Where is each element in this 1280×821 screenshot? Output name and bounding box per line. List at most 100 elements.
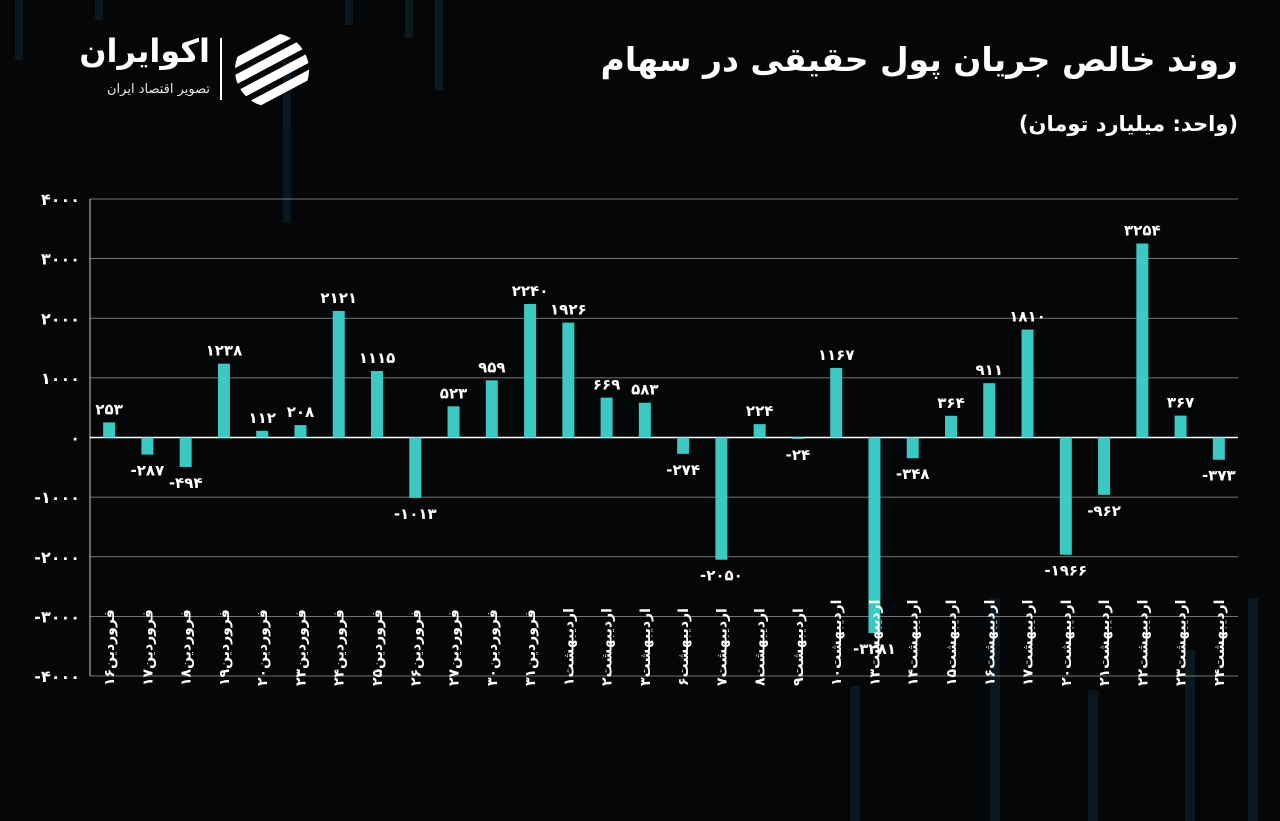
x-tick-label: اردیبهشت۱۳ — [867, 600, 883, 686]
bar — [791, 437, 804, 439]
x-tick-label: اردیبهشت۲ — [600, 608, 616, 686]
deco-candle — [435, 0, 443, 90]
y-tick-label: ۴۰۰۰ — [41, 190, 80, 209]
data-label: ۳۲۵۴ — [1124, 221, 1161, 239]
data-label: ۲۲۴ — [746, 402, 773, 420]
x-tick-label: اردیبهشت۱۵ — [944, 600, 960, 686]
bar — [753, 424, 766, 438]
bar — [562, 322, 575, 438]
data-label: ۱۸۱۰ — [1009, 308, 1046, 326]
deco-candle — [405, 0, 413, 38]
x-tick-label: فروردین۱۶ — [102, 609, 118, 686]
x-tick-label: فروردین۱۷ — [140, 609, 156, 686]
x-tick-label: اردیبهشت۶ — [676, 608, 692, 686]
x-tick-label: اردیبهشت۹ — [791, 608, 807, 686]
y-tick-label: ۳۰۰۰ — [41, 250, 80, 269]
bar — [1212, 437, 1225, 460]
x-tick-label: اردیبهشت۲۱ — [1097, 600, 1113, 686]
deco-candle — [1088, 690, 1098, 821]
data-label: -۱۹۶۶ — [1044, 562, 1087, 580]
x-tick-label: فروردین۲۵ — [370, 609, 386, 686]
deco-candle — [1248, 598, 1258, 821]
bar — [103, 422, 116, 438]
bar — [1136, 243, 1149, 438]
x-tick-label: اردیبهشت۲۳ — [1174, 600, 1190, 686]
x-tick-label: فروردین۲۳ — [293, 609, 309, 686]
data-label: ۹۱۱ — [976, 361, 1003, 379]
brand-divider — [220, 38, 222, 100]
bar — [409, 437, 422, 498]
x-tick-label: فروردین۲۶ — [408, 609, 424, 686]
data-label: -۳۴۸ — [896, 465, 930, 483]
bar — [1059, 437, 1072, 555]
bar — [447, 406, 460, 438]
bar — [638, 402, 651, 438]
data-label: ۳۶۷ — [1167, 394, 1194, 412]
bar — [217, 363, 230, 438]
x-tick-label: اردیبهشت۲۲ — [1135, 600, 1151, 686]
x-tick-label: اردیبهشت۲۴ — [1212, 600, 1228, 686]
data-label: ۶۶۹ — [593, 376, 620, 394]
data-label: -۱۰۱۳ — [394, 505, 437, 523]
x-tick-label: اردیبهشت۲۰ — [1059, 600, 1075, 686]
brand-header: اکوایران تصویر اقتصاد ایران — [50, 32, 320, 112]
x-tick-label: اردیبهشت۱۴ — [906, 600, 922, 686]
bar — [945, 415, 957, 438]
bar — [868, 437, 881, 634]
x-tick-label: اردیبهشت۱۰ — [829, 600, 845, 686]
deco-candle — [850, 686, 860, 821]
data-label: ۱۹۲۶ — [550, 301, 587, 319]
bar — [256, 430, 269, 438]
bar — [906, 437, 919, 459]
bar — [1174, 415, 1187, 438]
deco-candle — [15, 0, 23, 60]
bar — [1098, 437, 1111, 495]
x-tick-label: اردیبهشت۳ — [638, 608, 654, 686]
data-label: ۲۱۲۱ — [320, 289, 357, 307]
data-label: ۱۱۱۵ — [359, 349, 396, 367]
y-tick-label: -۲۰۰۰ — [34, 548, 80, 567]
data-label: -۲۴ — [786, 446, 811, 464]
data-label: -۳۲۸۱ — [853, 640, 896, 658]
bar — [1021, 329, 1034, 438]
data-label: ۲۰۸ — [287, 403, 314, 421]
bar — [371, 371, 383, 438]
chart-title: روند خالص جریان پول حقیقی در سهام — [600, 40, 1238, 79]
y-tick-label: ۲۰۰۰ — [41, 309, 80, 328]
data-label: ۲۵۳ — [95, 400, 122, 418]
chart-unit-subtitle: (واحد: میلیارد تومان) — [1018, 112, 1238, 136]
x-tick-label: فروردین۲۴ — [332, 609, 348, 686]
bar — [524, 303, 537, 438]
brand-name: اکوایران — [79, 32, 210, 70]
data-label: -۲۷۴ — [666, 461, 700, 479]
deco-candle — [990, 598, 1000, 821]
x-tick-label: فروردین۲۷ — [447, 609, 463, 686]
y-tick-label: ۰ — [70, 429, 80, 448]
data-label: ۵۲۳ — [440, 384, 467, 402]
data-label: ۵۸۳ — [631, 381, 658, 399]
bar — [715, 437, 728, 560]
x-tick-label: اردیبهشت۱۷ — [1021, 600, 1037, 686]
bar — [600, 397, 613, 438]
data-label: -۲۸۷ — [131, 462, 165, 480]
bar — [983, 383, 996, 438]
x-tick-label: فروردین۲۰ — [255, 609, 271, 686]
data-label: ۱۱۲ — [248, 409, 275, 427]
brand-tagline: تصویر اقتصاد ایران — [107, 82, 210, 97]
y-tick-label: -۱۰۰۰ — [34, 488, 80, 507]
bar — [485, 380, 498, 438]
data-label: -۹۶۲ — [1087, 502, 1121, 520]
x-tick-label: فروردین۱۹ — [217, 609, 233, 686]
deco-candle — [1185, 650, 1195, 821]
y-tick-label: ۱۰۰۰ — [41, 369, 80, 388]
data-label: ۱۲۳۸ — [206, 342, 243, 360]
y-tick-label: -۳۰۰۰ — [34, 607, 80, 626]
deco-candle — [345, 0, 353, 25]
data-label: ۲۲۴۰ — [512, 282, 549, 300]
x-tick-label: اردیبهشت۱ — [561, 608, 577, 686]
x-tick-label: اردیبهشت۷ — [714, 608, 730, 686]
x-tick-label: فروردین۳۱ — [523, 609, 539, 686]
data-label: -۳۷۳ — [1202, 467, 1236, 485]
